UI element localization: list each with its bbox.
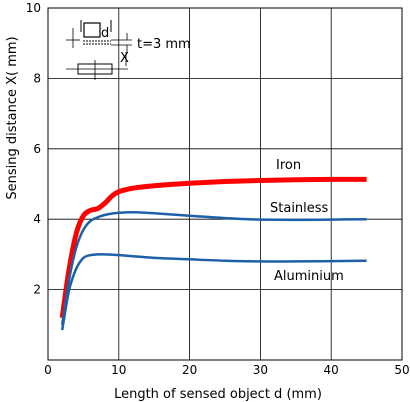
tick-labels: 0 10 20 30 40 50 2 4 6 8 10 — [26, 1, 410, 377]
distance-x-marker: X — [120, 51, 129, 66]
x-tick-label: 50 — [394, 363, 409, 377]
thickness-label: t=3 mm — [137, 37, 191, 52]
x-axis-label: Length of sensed object d (mm) — [114, 387, 322, 402]
y-tick-label: 10 — [26, 1, 41, 15]
series-line-stainless — [60, 210, 367, 325]
square-object-label: d — [101, 26, 109, 41]
series-label-aluminium: Aluminium — [274, 269, 344, 284]
series-label-iron: Iron — [276, 158, 301, 173]
x-tick-label: 0 — [44, 363, 52, 377]
series-layer — [59, 176, 367, 331]
y-tick-label: 6 — [33, 142, 41, 156]
x-tick-label: 40 — [324, 363, 339, 377]
series-label-stainless: Stainless — [270, 201, 329, 216]
y-tick-label: 8 — [33, 71, 41, 85]
x-tick-label: 20 — [182, 363, 197, 377]
x-tick-label: 30 — [253, 363, 268, 377]
square-object-symbol — [83, 22, 101, 38]
y-tick-label: 4 — [33, 212, 41, 226]
x-tick-label: 10 — [111, 363, 126, 377]
y-tick-label: 2 — [33, 283, 41, 297]
y-axis-label: Sensing distance X( mm) — [5, 36, 20, 199]
grid-lines — [47, 7, 403, 361]
series-line-aluminium — [60, 253, 367, 331]
sensor-sketch: d t=3 mm X — [66, 20, 191, 80]
plot-frame — [47, 7, 403, 361]
series-line-iron — [59, 176, 367, 319]
